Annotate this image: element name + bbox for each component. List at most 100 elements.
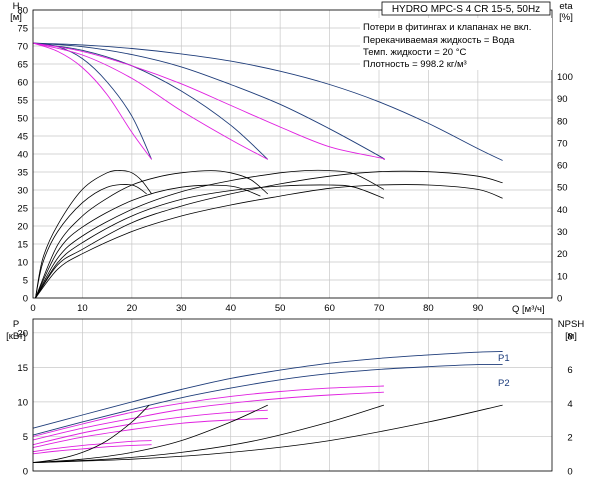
annotation-density: Плотность = 998.2 кг/м³ [363, 59, 467, 70]
grid-top [32, 9, 552, 299]
annotation-box [360, 18, 552, 70]
npsh-curve [32, 404, 268, 463]
title-box [381, 1, 551, 16]
y-tick-label: 75 [17, 24, 28, 35]
y-tick-label: 55 [17, 96, 28, 107]
head-curve-reduced [32, 42, 386, 160]
efficiency-curve [35, 169, 385, 299]
npsh-tick-label: 6 [567, 365, 572, 376]
curves-top [32, 42, 503, 299]
power-tick-label: 0 [23, 467, 28, 478]
y2-axis-unit-eta: [%] [559, 12, 573, 23]
power-tick-label: 20 [17, 328, 28, 339]
y-tick-label: 0 [23, 294, 28, 305]
grid-bottom [32, 319, 552, 472]
tick-labels: 0510152025303540455055606570758001020304… [17, 6, 572, 478]
power-curve-partial [32, 385, 384, 437]
y-axis-unit-head: [м] [10, 12, 22, 23]
power-curve-partial [32, 444, 152, 455]
npsh-tick-label: 2 [567, 433, 572, 444]
y2-tick-label: 70 [557, 138, 568, 149]
y2-tick-label: 90 [557, 94, 568, 105]
npsh-tick-label: 4 [567, 399, 572, 410]
y-axis-label-head: H [13, 1, 20, 12]
y-tick-label: 30 [17, 186, 28, 197]
y2-tick-label: 100 [557, 72, 573, 83]
x-tick-label: 0 [30, 303, 35, 314]
efficiency-curve [35, 184, 385, 299]
x-tick-label: 20 [127, 303, 138, 314]
y2-tick-label: 30 [557, 227, 568, 238]
y-tick-label: 35 [17, 168, 28, 179]
x-axis-label: Q [м³/ч] [512, 304, 545, 315]
y-tick-label: 65 [17, 60, 28, 71]
y2-tick-label: 50 [557, 183, 568, 194]
power-tick-label: 10 [17, 397, 28, 408]
x-tick-label: 30 [176, 303, 187, 314]
y-axis-unit-power: [кВт] [6, 331, 26, 342]
head-curve [32, 42, 153, 160]
x-tick-label: 90 [473, 303, 484, 314]
y-tick-label: 45 [17, 132, 28, 143]
power-curve-partial [32, 440, 152, 453]
chart-title: HYDRO MPC-S 4 CR 15-5, 50Hz [392, 4, 540, 15]
npsh-tick-label: 0 [567, 467, 572, 478]
y2-axis-label-eta: eta [559, 1, 573, 12]
y2-tick-label: 80 [557, 116, 568, 127]
efficiency-curve [35, 170, 269, 299]
y2-tick-label: 0 [557, 294, 562, 305]
plot-frame-bottom [32, 318, 553, 472]
efficiency-curve [35, 170, 503, 299]
series-label-p1: P1 [498, 353, 510, 364]
efficiency-curve [35, 184, 261, 299]
x-tick-label: 80 [423, 303, 434, 314]
npsh-tick-label: 8 [567, 331, 572, 342]
power-tick-label: 15 [17, 363, 28, 374]
y-tick-label: 80 [17, 6, 28, 17]
y2-tick-label: 20 [557, 249, 568, 260]
npsh-curve [32, 404, 385, 463]
x-tick-label: 70 [374, 303, 385, 314]
power-curve-partial [32, 391, 384, 441]
annotation-fittings: Потери в фитингах и клапанах не вкл. [363, 22, 531, 33]
y2-tick-label: 40 [557, 205, 568, 216]
head-curve-reduced [32, 42, 152, 160]
y-tick-label: 20 [17, 222, 28, 233]
x-tick-label: 40 [225, 303, 236, 314]
x-tick-label: 10 [77, 303, 88, 314]
power-curve-p1 [32, 351, 503, 429]
head-curve [32, 42, 386, 160]
y-tick-label: 60 [17, 78, 28, 89]
head-curve [32, 42, 269, 160]
y-tick-label: 10 [17, 258, 28, 269]
head-curve [32, 42, 503, 161]
curves-bottom [32, 351, 503, 463]
y-tick-label: 70 [17, 42, 28, 53]
y-tick-label: 5 [23, 276, 28, 287]
x-tick-label: 50 [275, 303, 286, 314]
y-tick-label: 25 [17, 204, 28, 215]
power-tick-label: 5 [23, 432, 28, 443]
y-tick-label: 50 [17, 114, 28, 125]
plot-frames [32, 9, 553, 472]
y2-tick-label: 60 [557, 161, 568, 172]
head-curve-reduced [32, 42, 269, 160]
y-tick-label: 15 [17, 240, 28, 251]
y2-axis-label-npsh: NPSH [558, 319, 585, 330]
annotation-temperature: Темп. жидкости = 20 °C [363, 47, 466, 58]
npsh-curve [32, 404, 150, 463]
npsh-curve [32, 404, 503, 463]
x-tick-label: 60 [324, 303, 335, 314]
plot-frame-top [32, 9, 553, 299]
power-curve-partial [32, 418, 268, 448]
efficiency-curve [35, 184, 503, 299]
series-label-p2: P2 [498, 378, 510, 389]
y-tick-label: 40 [17, 150, 28, 161]
y-axis-label-power: P [13, 319, 19, 330]
power-curve-partial [32, 409, 268, 446]
power-curve-p2 [32, 364, 503, 436]
y2-tick-label: 10 [557, 271, 568, 282]
efficiency-curve [35, 170, 152, 299]
